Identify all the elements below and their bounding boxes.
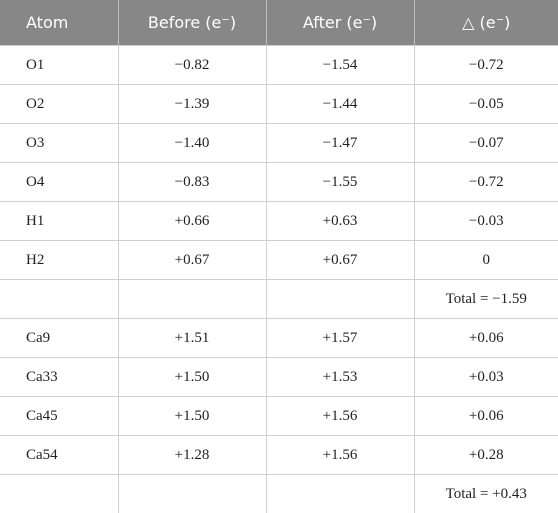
table-cell: +1.50 bbox=[118, 397, 266, 436]
table-cell: −1.55 bbox=[266, 163, 414, 202]
table-cell: Ca9 bbox=[0, 319, 118, 358]
table-cell: −1.47 bbox=[266, 124, 414, 163]
table-cell: H2 bbox=[0, 241, 118, 280]
table-row: Total = −1.59 bbox=[0, 280, 558, 319]
table-row: O2−1.39−1.44−0.05 bbox=[0, 85, 558, 124]
table-cell: Ca45 bbox=[0, 397, 118, 436]
table-row: Ca9+1.51+1.57+0.06 bbox=[0, 319, 558, 358]
table-cell bbox=[266, 475, 414, 513]
table-cell bbox=[266, 280, 414, 319]
header-cell: Before (e⁻) bbox=[118, 0, 266, 46]
table-cell: +0.67 bbox=[118, 241, 266, 280]
table-cell: −1.40 bbox=[118, 124, 266, 163]
table-cell: +0.28 bbox=[414, 436, 558, 475]
table-cell: −1.39 bbox=[118, 85, 266, 124]
table-cell: −0.05 bbox=[414, 85, 558, 124]
table-row: O4−0.83−1.55−0.72 bbox=[0, 163, 558, 202]
table-cell bbox=[118, 475, 266, 513]
table-cell: −0.03 bbox=[414, 202, 558, 241]
table-cell: O1 bbox=[0, 46, 118, 85]
table-cell: −0.83 bbox=[118, 163, 266, 202]
table-row: O3−1.40−1.47−0.07 bbox=[0, 124, 558, 163]
table-cell: +1.28 bbox=[118, 436, 266, 475]
table-cell: +1.57 bbox=[266, 319, 414, 358]
table-cell: +0.06 bbox=[414, 319, 558, 358]
header-cell: After (e⁻) bbox=[266, 0, 414, 46]
table-cell: −0.72 bbox=[414, 46, 558, 85]
table-row: Ca54+1.28+1.56+0.28 bbox=[0, 436, 558, 475]
table-cell: +1.51 bbox=[118, 319, 266, 358]
table-cell: +0.66 bbox=[118, 202, 266, 241]
table-cell: Ca54 bbox=[0, 436, 118, 475]
table-cell: H1 bbox=[0, 202, 118, 241]
table-cell: Ca33 bbox=[0, 358, 118, 397]
table-cell: O3 bbox=[0, 124, 118, 163]
table-row: Ca33+1.50+1.53+0.03 bbox=[0, 358, 558, 397]
table-cell: +1.56 bbox=[266, 397, 414, 436]
table-cell: +1.56 bbox=[266, 436, 414, 475]
table-cell: 0 bbox=[414, 241, 558, 280]
table-cell bbox=[118, 280, 266, 319]
table-row: Ca45+1.50+1.56+0.06 bbox=[0, 397, 558, 436]
table-cell: −1.44 bbox=[266, 85, 414, 124]
table-cell: +0.63 bbox=[266, 202, 414, 241]
table-cell bbox=[0, 280, 118, 319]
table-cell: +0.03 bbox=[414, 358, 558, 397]
table-cell: Total = +0.43 bbox=[414, 475, 558, 513]
header-cell: △ (e⁻) bbox=[414, 0, 558, 46]
table-cell: +1.53 bbox=[266, 358, 414, 397]
table-row: H1+0.66+0.63−0.03 bbox=[0, 202, 558, 241]
table-cell bbox=[0, 475, 118, 513]
table-cell: +1.50 bbox=[118, 358, 266, 397]
table-cell: +0.67 bbox=[266, 241, 414, 280]
table-cell: +0.06 bbox=[414, 397, 558, 436]
table-row: O1−0.82−1.54−0.72 bbox=[0, 46, 558, 85]
table-cell: O2 bbox=[0, 85, 118, 124]
table-cell: −0.72 bbox=[414, 163, 558, 202]
table-row: Total = +0.43 bbox=[0, 475, 558, 513]
table-cell: −0.07 bbox=[414, 124, 558, 163]
table-cell: Total = −1.59 bbox=[414, 280, 558, 319]
table-cell: −1.54 bbox=[266, 46, 414, 85]
table-cell: −0.82 bbox=[118, 46, 266, 85]
table-cell: O4 bbox=[0, 163, 118, 202]
header-cell: Atom bbox=[0, 0, 118, 46]
